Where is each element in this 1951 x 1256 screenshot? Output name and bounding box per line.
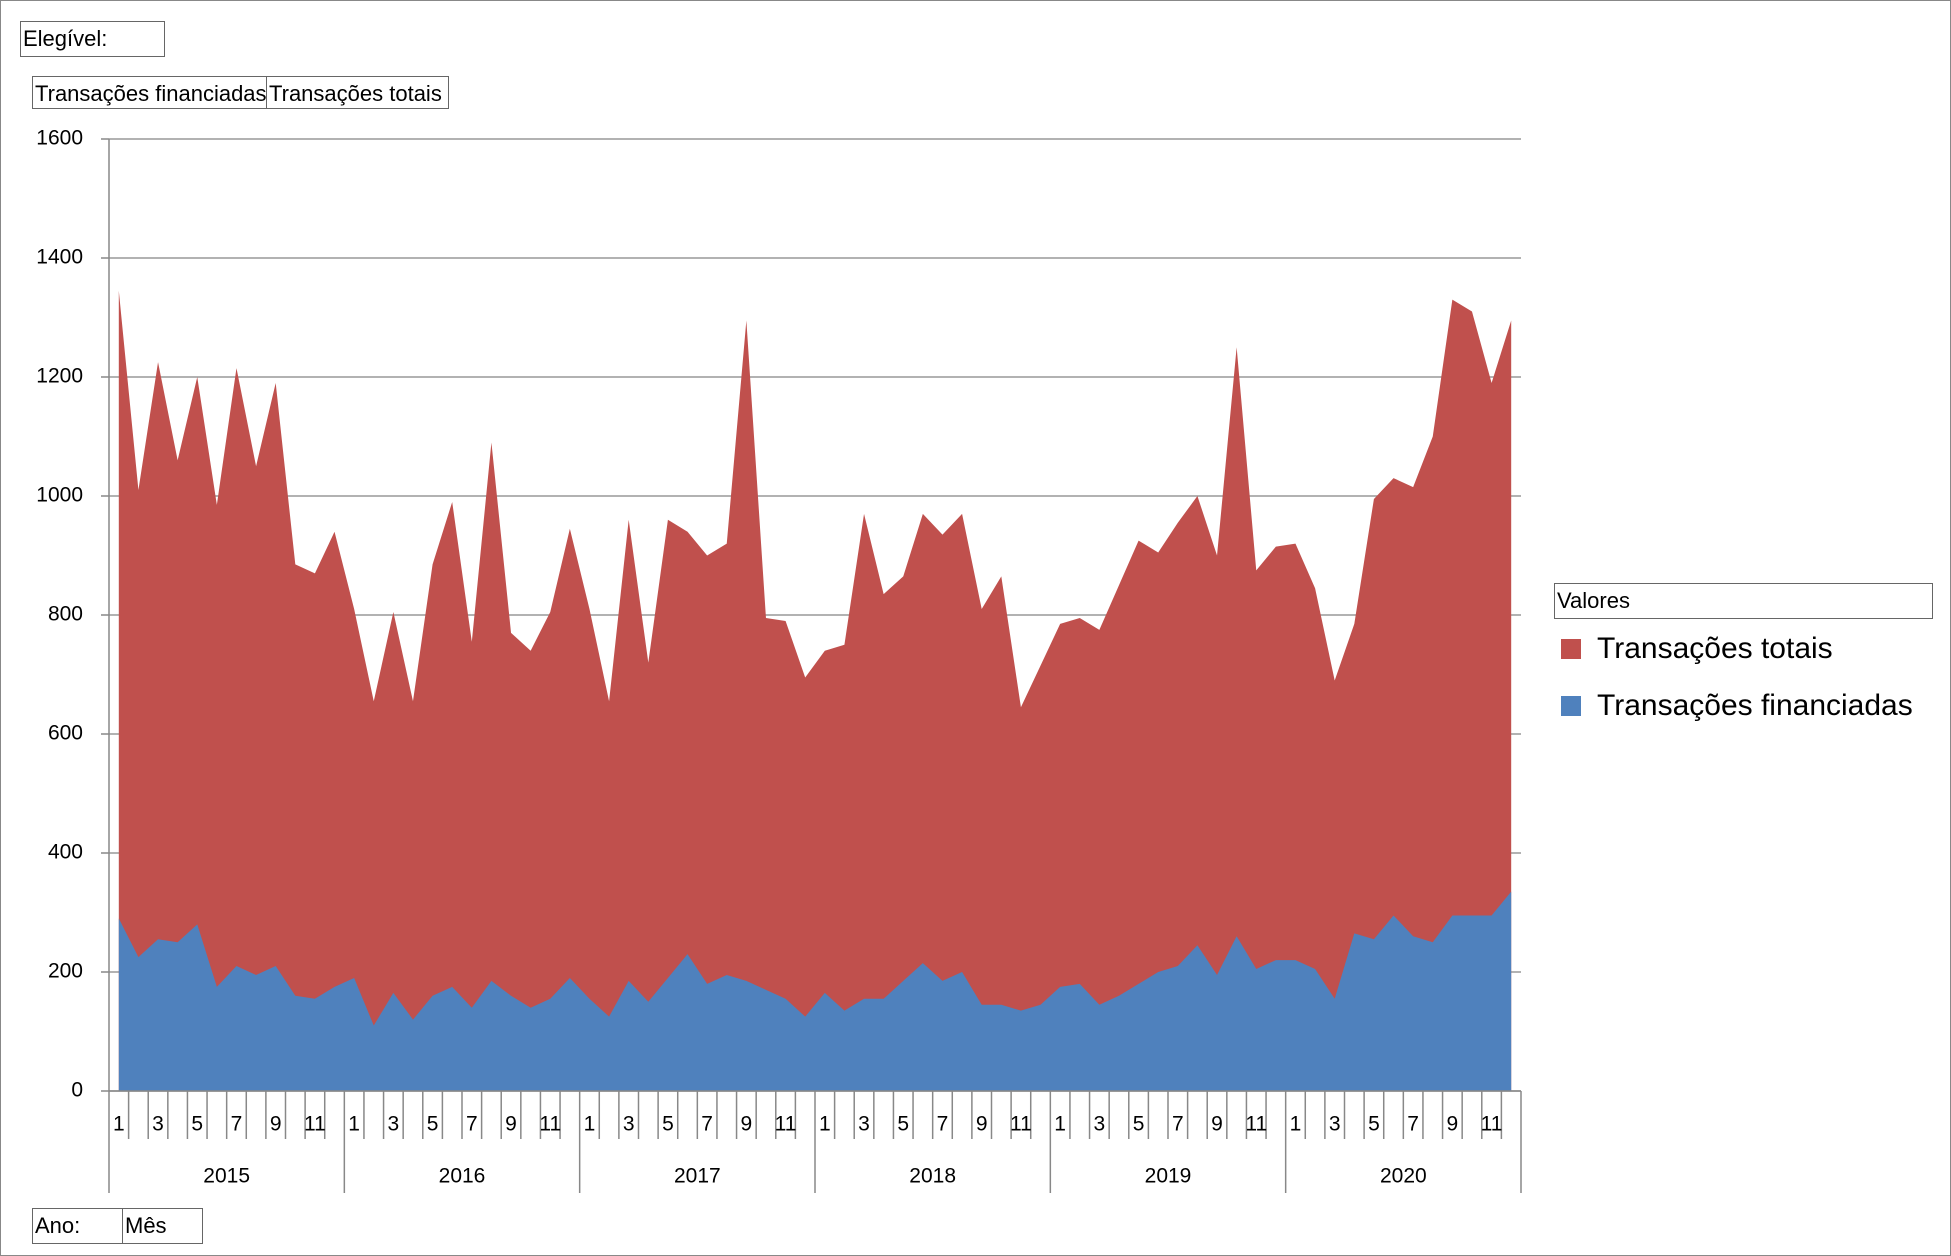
legend-swatch	[1561, 696, 1581, 716]
x-tick-label: 3	[1094, 1113, 1106, 1136]
x-tick-label: 7	[231, 1113, 243, 1136]
field-button[interactable]: Transações totais	[266, 76, 449, 109]
x-tick-label: 5	[427, 1113, 439, 1136]
x-tick-label: 1	[819, 1113, 831, 1136]
x-tick-label: 5	[1133, 1113, 1145, 1136]
legend-label: Transações totais	[1597, 632, 1833, 665]
x-tick-label: 3	[623, 1113, 635, 1136]
x-tick-label: 5	[897, 1113, 909, 1136]
x-group-label: 2016	[439, 1165, 486, 1188]
legend-label: Transações financiadas	[1597, 689, 1913, 722]
x-tick-label: 11	[539, 1113, 561, 1136]
x-tick-label: 11	[1481, 1113, 1503, 1136]
x-tick-label: 9	[976, 1113, 988, 1136]
y-tick-label: 800	[48, 603, 83, 626]
x-group-label: 2015	[203, 1165, 250, 1188]
x-tick-label: 1	[113, 1113, 125, 1136]
x-tick-label: 3	[858, 1113, 870, 1136]
legend-swatch	[1561, 639, 1581, 659]
y-tick-label: 1200	[36, 365, 83, 388]
x-tick-label: 11	[1245, 1113, 1267, 1136]
x-tick-label: 1	[1054, 1113, 1066, 1136]
x-tick-label: 5	[191, 1113, 203, 1136]
x-group-label: 2017	[674, 1165, 721, 1188]
x-tick-label: 9	[741, 1113, 753, 1136]
y-tick-label: 1000	[36, 484, 83, 507]
x-group-label: 2020	[1380, 1165, 1427, 1188]
x-tick-label: 11	[775, 1113, 797, 1136]
legend-title[interactable]: Valores	[1554, 583, 1933, 619]
x-tick-label: 5	[1368, 1113, 1380, 1136]
y-tick-label: 0	[71, 1079, 83, 1102]
y-tick-label: 200	[48, 960, 83, 983]
x-tick-label: 9	[1447, 1113, 1459, 1136]
x-tick-label: 9	[505, 1113, 517, 1136]
x-tick-label: 9	[270, 1113, 282, 1136]
x-tick-label: 5	[662, 1113, 674, 1136]
x-tick-label: 11	[1010, 1113, 1032, 1136]
area	[118, 891, 1512, 1091]
x-tick-label: 7	[937, 1113, 949, 1136]
y-tick-label: 1400	[36, 246, 83, 269]
axis-field-button[interactable]: Ano:	[32, 1208, 123, 1244]
x-tick-label: 7	[1407, 1113, 1419, 1136]
x-tick-label: 3	[388, 1113, 400, 1136]
x-tick-label: 7	[466, 1113, 478, 1136]
x-tick-label: 11	[304, 1113, 326, 1136]
x-tick-label: 7	[701, 1113, 713, 1136]
x-group-label: 2018	[909, 1165, 956, 1188]
x-tick-label: 1	[584, 1113, 596, 1136]
x-tick-label: 3	[1329, 1113, 1341, 1136]
x-tick-label: 9	[1211, 1113, 1223, 1136]
x-tick-label: 1	[348, 1113, 360, 1136]
y-tick-label: 600	[48, 722, 83, 745]
x-tick-label: 1	[1290, 1113, 1302, 1136]
x-group-label: 2019	[1145, 1165, 1192, 1188]
x-tick-label: 7	[1172, 1113, 1184, 1136]
axis-field-button[interactable]: Mês	[122, 1208, 203, 1244]
y-tick-label: 400	[48, 841, 83, 864]
x-tick-label: 3	[152, 1113, 164, 1136]
y-tick-label: 1600	[36, 127, 83, 150]
area	[118, 290, 1512, 1092]
filter-button[interactable]: Elegível:	[20, 21, 165, 57]
field-button[interactable]: Transações financiadas	[32, 76, 267, 109]
